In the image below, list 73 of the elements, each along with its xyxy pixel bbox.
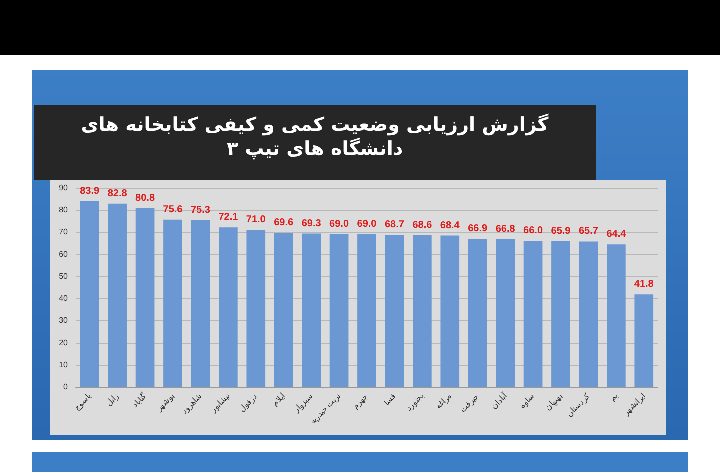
data-label: 64.4	[606, 229, 627, 240]
bar	[358, 234, 376, 387]
y-tick-label: 30	[59, 316, 69, 326]
data-label: 69.0	[357, 218, 378, 230]
data-label: 66.0	[524, 226, 544, 237]
bar	[607, 244, 626, 387]
x-tick-label: مراغه	[434, 392, 454, 411]
data-label: 82.8	[108, 188, 128, 200]
y-tick-label: 50	[59, 272, 69, 281]
x-tick-label: زابل	[104, 392, 121, 408]
y-tick-label: 90	[59, 184, 69, 192]
x-tick-label: سبزوار	[291, 392, 315, 416]
x-tick-label: دزفول	[237, 392, 260, 414]
data-label: 83.9	[80, 186, 100, 197]
bar	[385, 235, 404, 387]
x-tick-label: یاسوج	[72, 392, 94, 412]
data-label: 66.8	[496, 224, 516, 235]
y-tick-label: 70	[59, 228, 69, 237]
x-tick-label: ایلام	[270, 392, 288, 408]
bar	[440, 236, 460, 387]
bar	[413, 235, 432, 387]
data-label: 71.0	[246, 214, 266, 226]
bar	[302, 234, 321, 387]
x-tick-label: نیشابور	[208, 392, 232, 416]
data-label: 75.3	[190, 205, 211, 216]
bar	[219, 228, 238, 387]
x-tick-label: جیرفت	[458, 392, 482, 414]
bar	[164, 220, 182, 387]
bar	[468, 239, 488, 387]
data-label: 66.9	[468, 224, 488, 235]
x-tick-label: بجنورد	[404, 392, 426, 414]
bar	[246, 230, 266, 387]
data-label: 68.6	[412, 220, 433, 231]
data-label: 69.3	[302, 218, 322, 230]
data-label: 80.8	[136, 192, 156, 204]
bar	[274, 233, 294, 387]
y-tick-label: 60	[59, 250, 69, 259]
x-tick-label: شاهرود	[180, 392, 204, 416]
bar	[108, 204, 127, 387]
data-label: 65.7	[578, 226, 599, 238]
x-tick-label: ایرانشهر	[621, 392, 648, 418]
x-tick-label: جهرم	[351, 392, 370, 411]
x-tick-label: گناباد	[130, 391, 148, 410]
chart-title: گزارش ارزیابی وضعیت کمی و کیفی کتابخانه های دانشگاه های تیپ ۳	[34, 105, 596, 180]
x-tick-label: بهبهان	[544, 392, 564, 412]
data-label: 68.7	[384, 220, 405, 231]
y-tick-label: 20	[59, 338, 69, 348]
y-tick-label: 0	[64, 382, 69, 392]
bar	[136, 208, 155, 387]
x-tick-label: فسا	[382, 392, 398, 408]
x-tick-label: کردستان	[565, 392, 592, 419]
x-tick-label: بم	[608, 392, 620, 404]
data-label: 72.1	[218, 212, 239, 224]
x-tick-label: بوشهر	[154, 392, 176, 414]
bar	[552, 241, 570, 387]
x-tick-label: آبادان	[488, 390, 510, 411]
data-label: 41.8	[634, 279, 654, 290]
bar	[330, 234, 349, 387]
y-tick-label: 40	[59, 294, 69, 304]
data-label: 68.4	[440, 220, 460, 232]
y-tick-label: 10	[59, 360, 69, 370]
data-label: 75.6	[163, 204, 184, 216]
data-label: 69.0	[330, 218, 350, 230]
x-tick-label: ساوه	[518, 392, 536, 410]
bar	[579, 242, 598, 387]
bar	[191, 220, 210, 387]
data-label: 65.9	[551, 226, 572, 237]
bar	[524, 241, 543, 387]
bar	[496, 239, 515, 387]
bar	[634, 294, 654, 387]
y-tick-label: 80	[59, 206, 69, 215]
data-label: 69.6	[274, 218, 294, 229]
bar	[80, 201, 100, 387]
